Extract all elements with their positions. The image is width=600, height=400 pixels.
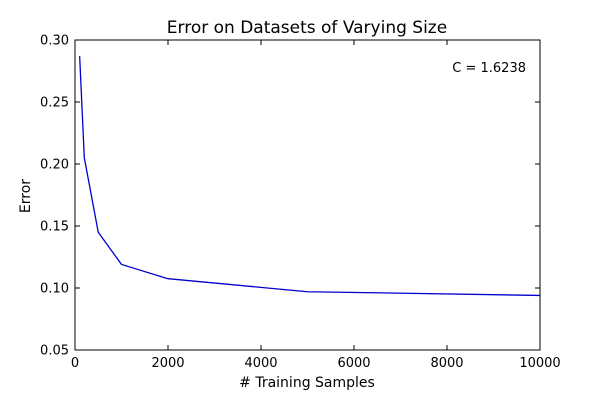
series-layer (79, 56, 541, 297)
y-tick-label: 0.25 (40, 96, 69, 111)
x-tick-label: 0 (71, 356, 79, 371)
x-tick-label: 8000 (430, 356, 463, 371)
y-tick-label: 0.20 (40, 158, 69, 173)
y-tick-label: 0.10 (40, 282, 69, 297)
x-axis-ticks: 0 2000 4000 6000 8000 10000 (71, 40, 561, 371)
plot-frame (74, 39, 541, 351)
y-tick-label: 0.05 (40, 344, 69, 359)
chart-title: Error on Datasets of Varying Size (167, 18, 447, 38)
y-tick-label: 0.15 (40, 220, 69, 235)
y-axis-title: Error (18, 179, 34, 213)
x-axis-title: # Training Samples (239, 375, 375, 391)
y-tick-label: 0.30 (40, 34, 69, 49)
x-tick-label: 2000 (151, 356, 184, 371)
y-axis-ticks: 0.05 0.10 0.15 0.20 0.25 0.30 (40, 34, 540, 359)
annotation-label: C = 1.6238 (452, 61, 526, 76)
x-tick-label: 6000 (337, 356, 370, 371)
x-tick-label: 10000 (519, 356, 560, 371)
x-tick-label: 4000 (244, 356, 277, 371)
series-line (79, 56, 541, 297)
